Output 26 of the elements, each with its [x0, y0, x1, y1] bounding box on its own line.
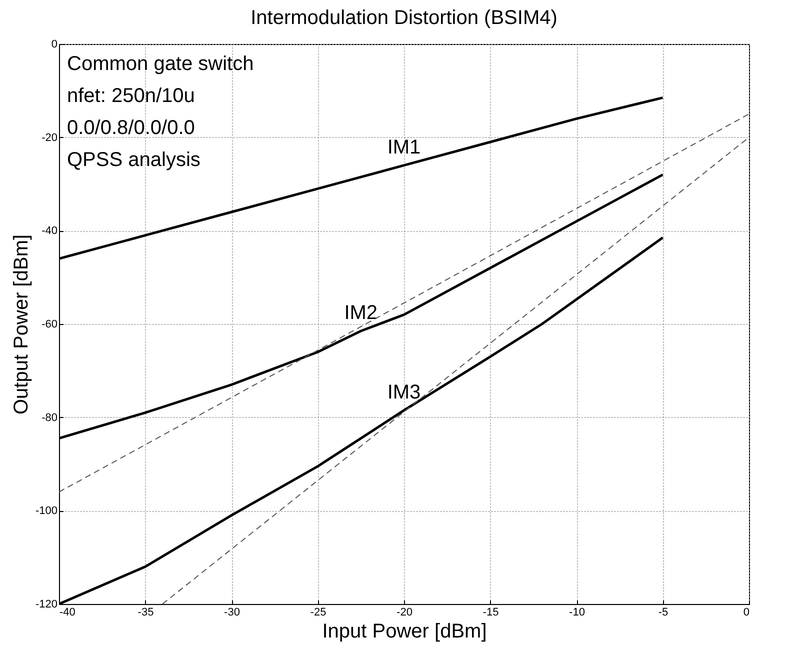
x-tick-label: -25	[310, 606, 326, 618]
annotation: Common gate switch	[67, 53, 254, 75]
series-label: IM2	[344, 302, 378, 324]
x-tick-label: -15	[482, 606, 499, 618]
y-tick-label: -80	[42, 412, 58, 424]
y-tick-label: 0	[51, 38, 58, 50]
chart-title: Intermodulation Distortion (BSIM4)	[250, 7, 558, 29]
y-tick-label: -60	[42, 318, 58, 330]
x-tick-label: -35	[138, 606, 154, 618]
x-tick-label: 0	[743, 606, 750, 618]
annotation: 0.0/0.8/0.0/0.0	[67, 117, 195, 139]
x-tick-label: -5	[658, 606, 668, 618]
x-tick-label: -10	[569, 606, 585, 618]
annotation: nfet: 250n/10u	[67, 85, 195, 107]
y-tick-label: -20	[42, 132, 58, 144]
x-tick-label: -40	[60, 606, 76, 618]
series-label: IM3	[387, 381, 421, 404]
x-tick-label: -30	[224, 606, 240, 618]
x-tick-label: -20	[396, 606, 412, 618]
y-tick-label: -100	[35, 505, 58, 518]
annotation: QPSS analysis	[67, 149, 200, 171]
x-axis-title: Input Power [dBm]	[322, 620, 487, 642]
y-tick-label: -40	[42, 225, 58, 238]
y-tick-label: -120	[35, 598, 58, 610]
series-label: IM1	[387, 136, 421, 158]
y-axis-title: Output Power [dBm]	[10, 234, 32, 415]
